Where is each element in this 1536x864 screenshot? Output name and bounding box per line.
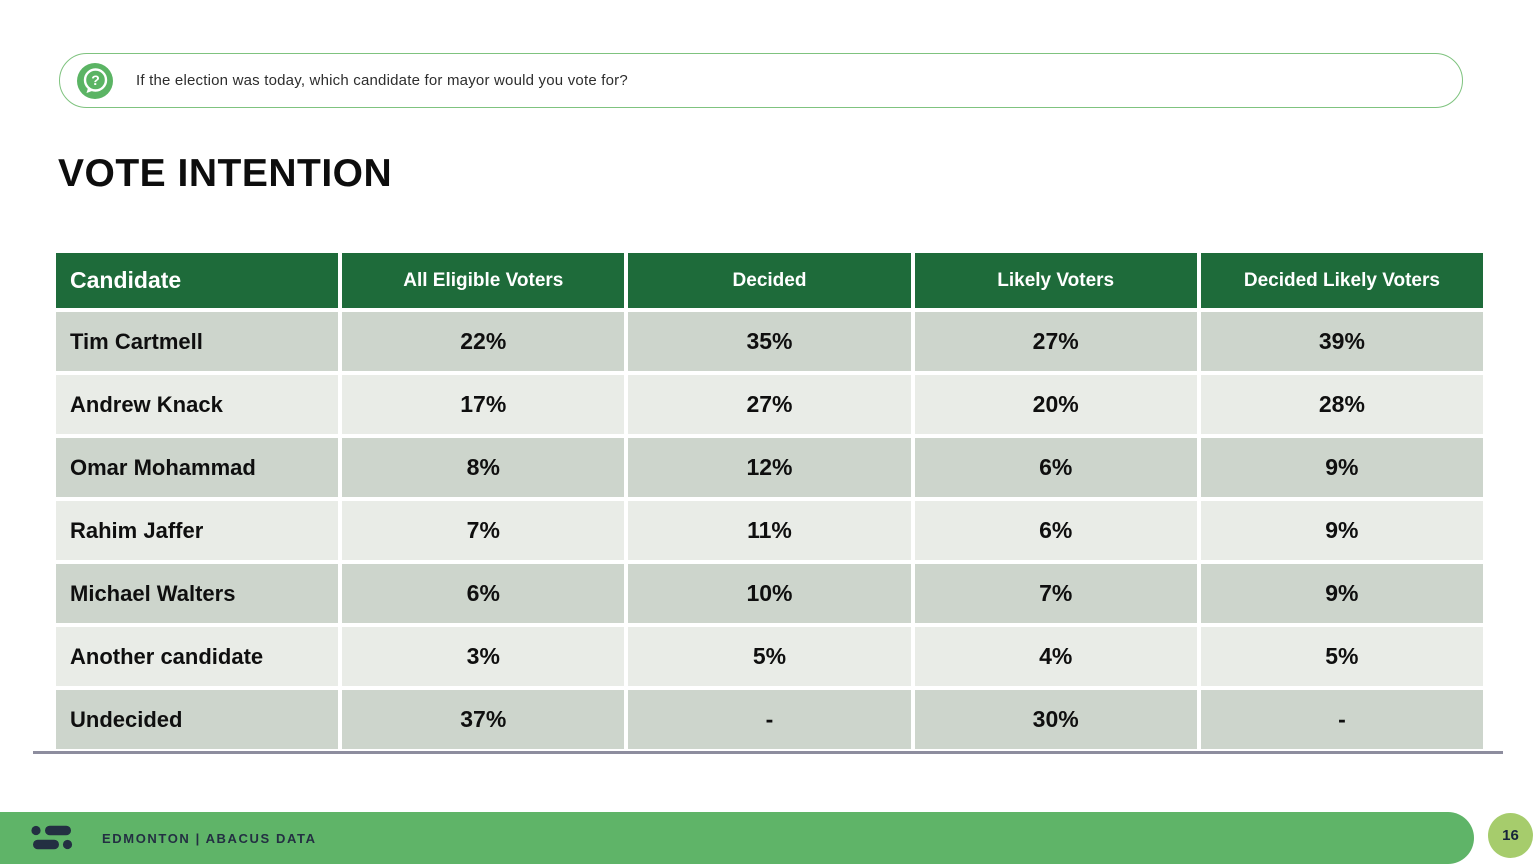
col-header-decided: Decided — [628, 253, 911, 308]
value-cell: 20% — [914, 375, 1197, 434]
col-header-candidate: Candidate — [56, 253, 339, 308]
value-cell: 5% — [1200, 627, 1483, 686]
candidate-name-cell: Tim Cartmell — [56, 312, 339, 371]
value-cell: 6% — [914, 501, 1197, 560]
question-mark-speech-bubble-icon: ? — [77, 62, 113, 99]
value-cell: 12% — [628, 438, 911, 497]
value-cell: 10% — [628, 564, 911, 623]
footer-bar: EDMONTON | ABACUS DATA — [0, 812, 1474, 864]
candidate-name-cell: Michael Walters — [56, 564, 339, 623]
candidate-name-cell: Another candidate — [56, 627, 339, 686]
value-cell: 6% — [342, 564, 625, 623]
col-header-all-eligible-voters: All Eligible Voters — [342, 253, 625, 308]
value-cell: 37% — [342, 690, 625, 749]
footer-brand-text: EDMONTON | ABACUS DATA — [102, 830, 317, 846]
col-header-decided-likely-voters: Decided Likely Voters — [1200, 253, 1483, 308]
value-cell: 5% — [628, 627, 911, 686]
page-number-badge: 16 — [1488, 813, 1533, 858]
question-text: If the election was today, which candida… — [136, 72, 628, 89]
value-cell: 9% — [1200, 564, 1483, 623]
candidate-name-cell: Undecided — [56, 690, 339, 749]
candidate-name-cell: Omar Mohammad — [56, 438, 339, 497]
question-banner: ? If the election was today, which candi… — [59, 53, 1463, 108]
value-cell: 39% — [1200, 312, 1483, 371]
value-cell: 30% — [914, 690, 1197, 749]
value-cell: 17% — [342, 375, 625, 434]
value-cell: 9% — [1200, 501, 1483, 560]
bottom-divider — [33, 751, 1503, 754]
value-cell: 3% — [342, 627, 625, 686]
col-header-likely-voters: Likely Voters — [914, 253, 1197, 308]
candidate-name-cell: Andrew Knack — [56, 375, 339, 434]
value-cell: 27% — [628, 375, 911, 434]
value-cell: 8% — [342, 438, 625, 497]
vote-intention-table: Candidate All Eligible Voters Decided Li… — [56, 253, 1483, 749]
value-cell: 7% — [914, 564, 1197, 623]
value-cell: 9% — [1200, 438, 1483, 497]
value-cell: 6% — [914, 438, 1197, 497]
value-cell: 22% — [342, 312, 625, 371]
value-cell: - — [1200, 690, 1483, 749]
abacus-data-logo-icon — [31, 825, 73, 850]
value-cell: 35% — [628, 312, 911, 371]
page-title: VOTE INTENTION — [58, 152, 393, 195]
candidate-name-cell: Rahim Jaffer — [56, 501, 339, 560]
value-cell: 28% — [1200, 375, 1483, 434]
value-cell: - — [628, 690, 911, 749]
value-cell: 7% — [342, 501, 625, 560]
value-cell: 27% — [914, 312, 1197, 371]
value-cell: 11% — [628, 501, 911, 560]
value-cell: 4% — [914, 627, 1197, 686]
svg-text:?: ? — [91, 72, 100, 88]
